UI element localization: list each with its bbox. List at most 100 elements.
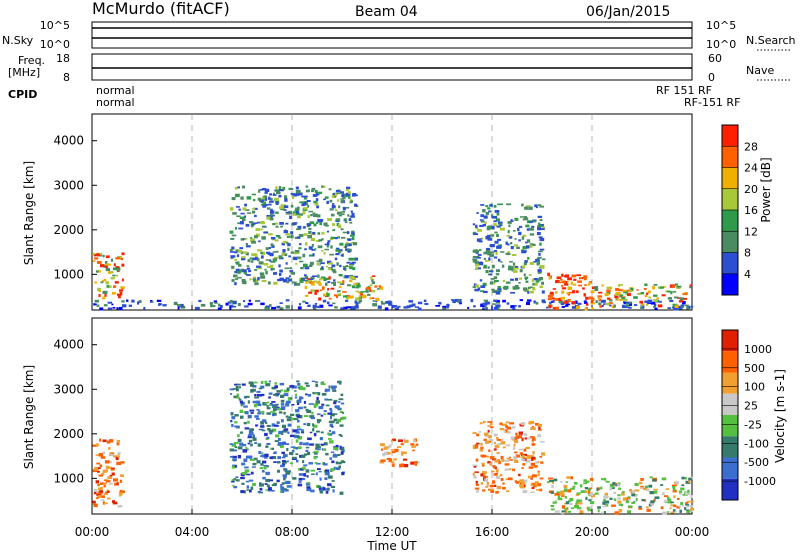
echo-cell xyxy=(284,488,288,490)
echo-cell xyxy=(549,301,552,305)
echo-cell xyxy=(285,277,290,279)
echo-cell xyxy=(322,488,326,491)
echo-cell xyxy=(496,225,501,228)
echo-cell xyxy=(234,194,240,197)
echo-cell xyxy=(306,475,309,478)
echo-cell xyxy=(93,491,97,495)
echo-cell xyxy=(275,211,279,214)
colorbar-segment xyxy=(722,436,738,458)
echo-cell xyxy=(219,304,223,308)
echo-cell xyxy=(319,477,322,481)
echo-cell xyxy=(500,441,506,445)
echo-cell xyxy=(563,300,566,302)
echo-cell xyxy=(245,480,250,483)
echo-cell xyxy=(276,250,279,253)
echo-cell xyxy=(263,231,269,234)
echo-cell xyxy=(278,194,282,198)
echo-cell xyxy=(525,280,529,283)
echo-cell xyxy=(213,300,218,303)
echo-cell xyxy=(503,431,506,433)
echo-cell xyxy=(338,434,342,436)
echo-cell xyxy=(315,192,320,196)
echo-cell xyxy=(305,446,310,449)
colorbar-tick-label: 500 xyxy=(744,362,765,375)
echo-cell xyxy=(240,415,244,419)
echo-cell xyxy=(273,272,277,275)
echo-cell xyxy=(524,216,527,219)
echo-cell xyxy=(682,505,685,507)
echo-cell xyxy=(485,249,491,253)
echo-cell xyxy=(523,273,526,277)
echo-cell xyxy=(328,432,332,436)
echo-cell xyxy=(493,441,496,444)
echo-cell xyxy=(484,476,489,478)
echo-cell xyxy=(569,498,574,502)
echo-cell xyxy=(541,452,546,456)
echo-cell xyxy=(690,500,694,503)
echo-cell xyxy=(311,189,315,193)
echo-cell xyxy=(247,434,252,438)
echo-cell xyxy=(285,305,290,309)
echo-cell xyxy=(661,477,667,481)
echo-cell xyxy=(480,237,484,240)
echo-cell xyxy=(254,235,258,239)
echo-cell xyxy=(489,204,493,207)
echo-cell xyxy=(327,412,332,415)
echo-cell xyxy=(303,473,307,477)
echo-cell xyxy=(511,254,517,256)
echo-cell xyxy=(540,461,544,464)
echo-cell xyxy=(241,401,245,405)
echo-cell xyxy=(307,394,312,397)
echo-cell xyxy=(253,198,256,202)
echo-cell xyxy=(371,281,375,284)
echo-cell xyxy=(258,428,264,431)
echo-cell xyxy=(246,274,251,276)
echo-cell xyxy=(353,257,358,261)
echo-cell xyxy=(321,276,326,279)
echo-cell xyxy=(354,305,359,309)
echo-cell xyxy=(254,415,259,418)
echo-cell xyxy=(260,380,264,385)
echo-cell xyxy=(232,464,235,467)
echo-cell xyxy=(229,304,234,308)
echo-cell xyxy=(279,206,284,209)
echo-cell xyxy=(547,272,550,277)
echo-cell xyxy=(290,434,295,438)
echo-cell xyxy=(281,252,285,256)
echo-cell xyxy=(488,257,491,261)
echo-cell xyxy=(490,233,493,236)
echo-cell xyxy=(483,215,488,219)
echo-cell xyxy=(229,251,235,253)
echo-cell xyxy=(481,462,485,465)
colorbar-segment xyxy=(722,415,738,437)
echo-cell xyxy=(551,508,555,511)
echo-cell xyxy=(217,307,222,310)
echo-cell xyxy=(487,207,491,210)
echo-cell xyxy=(304,415,309,417)
echo-cell xyxy=(526,456,532,459)
echo-cell xyxy=(336,211,342,215)
colorbar-tick-label: 20 xyxy=(744,183,758,196)
echo-cell xyxy=(312,306,316,309)
echo-cell xyxy=(179,303,184,308)
echo-cell xyxy=(311,187,316,191)
echo-cell xyxy=(482,307,486,310)
echo-cell xyxy=(256,409,260,411)
echo-cell xyxy=(577,502,583,505)
echo-cell xyxy=(686,509,689,512)
echo-cell xyxy=(474,471,479,473)
echo-cell xyxy=(324,471,330,476)
echo-cell xyxy=(563,301,569,304)
echo-cell xyxy=(686,504,690,508)
echo-cell xyxy=(260,221,265,225)
echo-cell xyxy=(286,418,292,422)
echo-cell xyxy=(479,261,483,265)
echo-cell xyxy=(93,253,97,257)
echo-cell xyxy=(510,266,514,270)
echo-cell xyxy=(279,382,285,386)
echo-cell xyxy=(232,459,236,462)
echo-cell xyxy=(404,439,409,443)
echo-cell xyxy=(502,423,507,426)
echo-cell xyxy=(494,306,498,311)
echo-cell xyxy=(519,269,523,273)
